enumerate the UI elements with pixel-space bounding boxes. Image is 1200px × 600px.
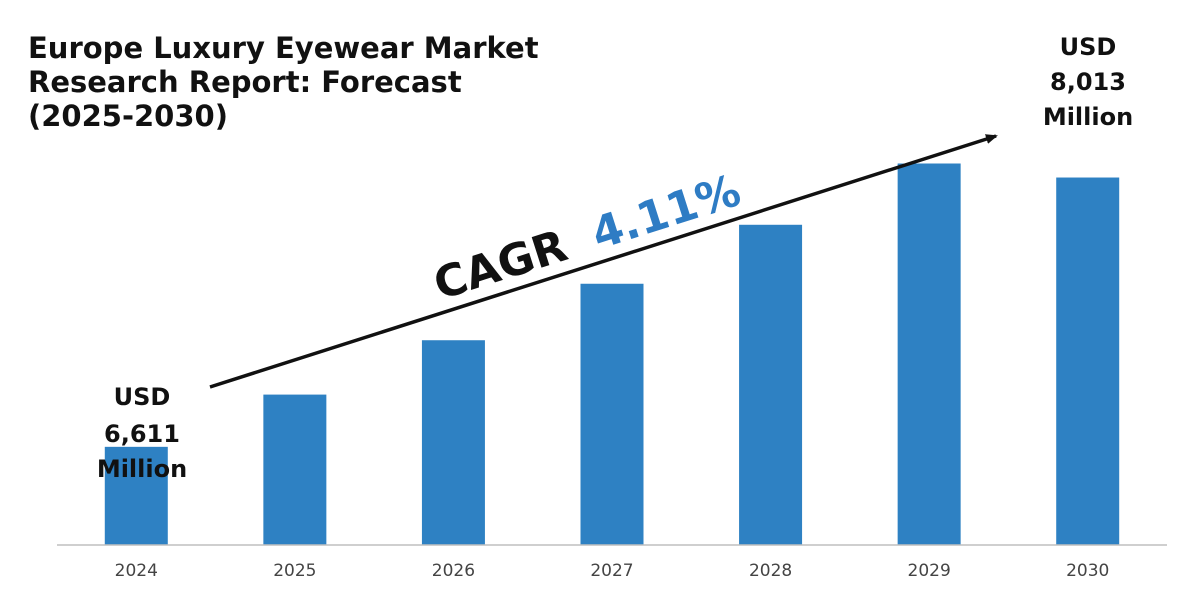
cagr-arrow — [209, 134, 998, 389]
end-label-amount: 8,013 — [1050, 68, 1126, 96]
x-tick-label-2026: 2026 — [432, 561, 475, 581]
cagr-prefix: CAGR — [428, 220, 573, 310]
chart-title-line-2: Research Report: Forecast — [28, 65, 462, 99]
start-label-amount: 6,611 — [104, 420, 180, 448]
start-label-unit: Million — [97, 455, 187, 483]
end-label-unit: Million — [1043, 103, 1133, 131]
end-value-label: USD 8,013 Million — [1043, 33, 1133, 131]
cagr-value: 4.11% — [586, 165, 747, 260]
x-tick-label-2024: 2024 — [115, 561, 158, 581]
x-tick-label-2025: 2025 — [273, 561, 316, 581]
chart-title-line-3: (2025-2030) — [28, 99, 228, 133]
bar-2025 — [263, 394, 327, 545]
x-tick-label-2029: 2029 — [908, 561, 951, 581]
start-value-label: USD 6,611 Million — [97, 383, 187, 483]
bar-2027 — [580, 283, 644, 545]
bar-2024 — [104, 446, 168, 545]
x-tick-label-2028: 2028 — [749, 561, 792, 581]
bar-2026 — [421, 340, 485, 545]
end-label-currency: USD — [1060, 33, 1117, 61]
bar-2028 — [739, 224, 803, 545]
chart-title-line-1: Europe Luxury Eyewear Market — [28, 31, 539, 65]
start-label-currency: USD — [114, 383, 171, 411]
bar-2029 — [897, 163, 961, 546]
x-tick-label-2030: 2030 — [1066, 561, 1109, 581]
x-tick-label-2027: 2027 — [590, 561, 633, 581]
bar-2030 — [1056, 177, 1120, 545]
